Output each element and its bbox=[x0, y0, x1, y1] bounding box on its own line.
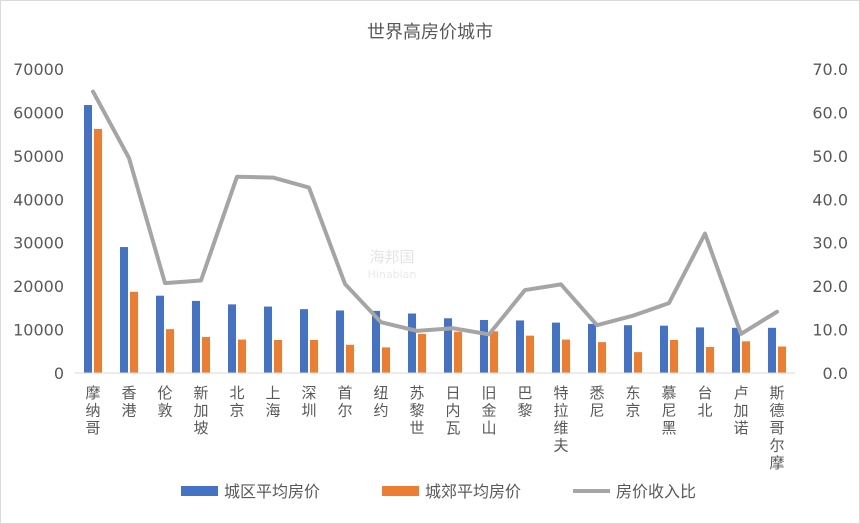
bar bbox=[166, 329, 174, 373]
category-label: 伦敦 bbox=[157, 384, 172, 420]
left-tick-label: 40000 bbox=[13, 190, 64, 209]
right-tick-label: 0.0 bbox=[823, 364, 848, 383]
bar bbox=[732, 327, 740, 373]
bar bbox=[552, 322, 560, 373]
category-label: 卢加诺 bbox=[733, 384, 748, 437]
category-label: 新加坡 bbox=[193, 384, 208, 437]
category-label: 摩纳哥 bbox=[85, 384, 100, 437]
category-label: 斯德哥尔摩 bbox=[769, 384, 784, 472]
category-label: 深圳 bbox=[301, 384, 316, 420]
category-label: 台北 bbox=[697, 384, 712, 420]
watermark-text: 海邦国 bbox=[369, 248, 414, 266]
bar bbox=[202, 336, 210, 373]
bar bbox=[634, 352, 642, 373]
bar-group bbox=[84, 105, 776, 373]
legend-label: 城区平均房价 bbox=[224, 482, 320, 501]
category-label: 特拉维夫 bbox=[553, 384, 568, 455]
category-label: 旧金山 bbox=[481, 384, 496, 437]
bar bbox=[238, 339, 246, 373]
category-label: 东京 bbox=[625, 384, 640, 420]
legend-item: 城郊平均房价 bbox=[382, 482, 521, 501]
bar bbox=[588, 323, 596, 373]
legend: 城区平均房价 城郊平均房价 房价收入比 bbox=[181, 482, 696, 501]
bar bbox=[778, 346, 786, 373]
category-label: 苏黎世 bbox=[409, 384, 424, 437]
bar-group bbox=[94, 128, 786, 373]
category-label: 首尔 bbox=[337, 384, 352, 420]
bar bbox=[382, 347, 390, 373]
left-tick-label: 0 bbox=[54, 364, 64, 383]
right-tick-label: 50.0 bbox=[812, 147, 848, 166]
bar bbox=[274, 339, 282, 373]
left-axis: 0 10000 20000 30000 40000 50000 60000 70000 bbox=[13, 60, 64, 383]
category-label: 日内瓦 bbox=[445, 384, 460, 437]
line-series bbox=[91, 89, 779, 337]
bar bbox=[516, 320, 524, 373]
category-label: 悉尼 bbox=[589, 384, 604, 420]
bar bbox=[454, 331, 462, 373]
legend-label: 房价收入比 bbox=[616, 482, 696, 501]
bar bbox=[264, 306, 272, 373]
bar bbox=[84, 105, 92, 373]
right-tick-label: 60.0 bbox=[812, 103, 848, 122]
watermark-subtext: Hinabian bbox=[368, 268, 417, 281]
right-tick-label: 40.0 bbox=[812, 190, 848, 209]
legend-label: 城郊平均房价 bbox=[425, 482, 521, 501]
bar bbox=[624, 325, 632, 373]
bar-series bbox=[84, 105, 786, 373]
bar bbox=[346, 344, 354, 373]
category-label: 纽约 bbox=[373, 384, 388, 420]
bar bbox=[94, 128, 102, 373]
bar bbox=[670, 339, 678, 373]
bar bbox=[130, 291, 138, 373]
left-tick-label: 20000 bbox=[13, 277, 64, 296]
left-tick-label: 70000 bbox=[13, 60, 64, 79]
left-tick-label: 10000 bbox=[13, 321, 64, 340]
right-axis: 0.0 10.0 20.0 30.0 40.0 50.0 60.0 70.0 bbox=[812, 60, 848, 383]
bar bbox=[696, 327, 704, 373]
bar bbox=[742, 341, 750, 373]
left-tick-label: 60000 bbox=[13, 103, 64, 122]
bar bbox=[120, 247, 128, 373]
bar bbox=[372, 310, 380, 373]
bar bbox=[706, 346, 714, 373]
legend-item: 城区平均房价 bbox=[181, 482, 320, 501]
bar bbox=[444, 318, 452, 373]
bar bbox=[300, 309, 308, 373]
right-tick-label: 70.0 bbox=[812, 60, 848, 79]
category-label: 北京 bbox=[229, 384, 244, 420]
right-tick-label: 20.0 bbox=[812, 277, 848, 296]
bar bbox=[156, 295, 164, 373]
watermark: 海邦国 Hinabian bbox=[368, 248, 417, 281]
legend-swatch bbox=[382, 486, 419, 496]
bar bbox=[768, 327, 776, 373]
bar bbox=[598, 342, 606, 373]
chart-title: 世界高房价城市 bbox=[367, 22, 493, 43]
right-tick-label: 30.0 bbox=[812, 234, 848, 253]
left-tick-label: 30000 bbox=[13, 234, 64, 253]
legend-swatch bbox=[181, 486, 218, 496]
series-line bbox=[91, 89, 779, 337]
bar bbox=[418, 333, 426, 373]
bar bbox=[660, 325, 668, 373]
category-label: 上海 bbox=[265, 384, 280, 420]
bar bbox=[490, 331, 498, 373]
bar bbox=[228, 304, 236, 373]
legend-item: 房价收入比 bbox=[573, 482, 696, 501]
bar bbox=[562, 339, 570, 373]
bar bbox=[480, 320, 488, 373]
bar bbox=[310, 339, 318, 373]
right-tick-label: 10.0 bbox=[812, 321, 848, 340]
category-label: 香港 bbox=[121, 384, 136, 420]
bar bbox=[192, 300, 200, 373]
bar bbox=[526, 335, 534, 373]
category-label: 慕尼黑 bbox=[661, 384, 676, 437]
category-label: 巴黎 bbox=[517, 384, 532, 420]
bar bbox=[408, 313, 416, 373]
left-tick-label: 50000 bbox=[13, 147, 64, 166]
bar bbox=[336, 310, 344, 373]
